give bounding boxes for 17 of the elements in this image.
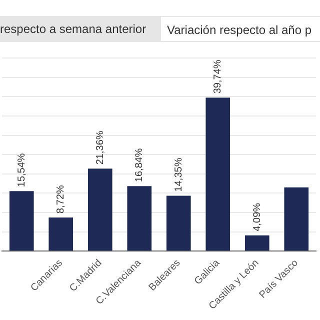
bar (9, 191, 34, 251)
data-label: 15,54% (16, 153, 28, 188)
text: Variación respecto al año p (160, 16, 320, 42)
bar (127, 186, 152, 251)
bar (244, 235, 270, 251)
bar (206, 98, 230, 251)
data-label: 39,74% (212, 60, 224, 94)
data-label: 16,84% (134, 148, 146, 182)
text: respecto a semana anterior (0, 16, 160, 42)
bar (88, 168, 112, 251)
data-label: 4,09% (252, 202, 263, 232)
data-label: 14,35% (173, 158, 184, 192)
bar (284, 187, 309, 251)
bar (48, 217, 74, 251)
data-label: 8,72% (56, 184, 67, 214)
data-label: 21,36% (94, 130, 106, 165)
bar (166, 196, 191, 251)
